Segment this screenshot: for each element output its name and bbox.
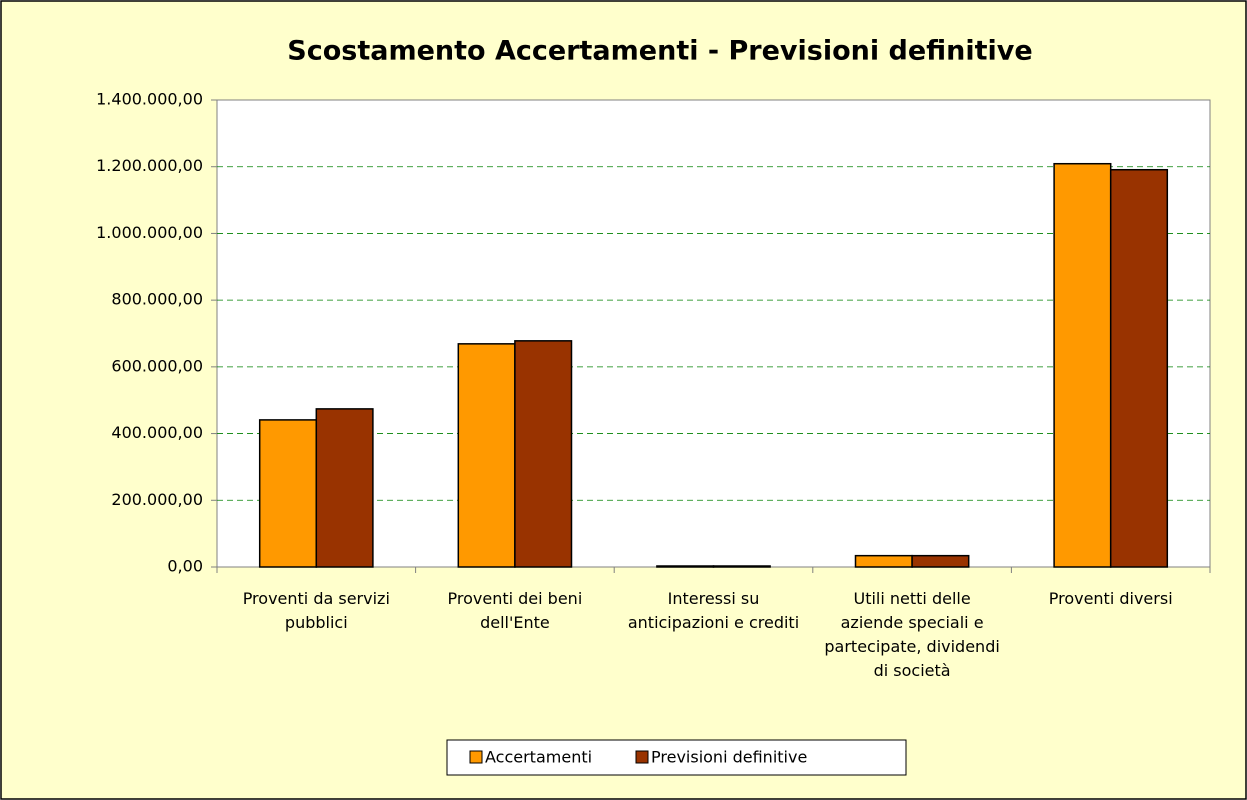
legend-box	[446, 739, 907, 776]
x-tick-label: Proventi dei beni dell'Ente	[447, 589, 583, 632]
bar	[656, 565, 715, 568]
x-tick-label: Proventi da servizi pubblici	[242, 589, 390, 632]
legend-swatch	[469, 750, 483, 764]
y-tick-label: 1.200.000,00	[96, 156, 203, 175]
legend-swatch	[635, 750, 649, 764]
bar	[258, 419, 318, 568]
bar	[1109, 168, 1169, 568]
chart-title: Scostamento Accertamenti - Previsioni de…	[287, 36, 1032, 67]
bar	[315, 408, 374, 568]
bar	[712, 565, 771, 568]
x-tick-label: Proventi diversi	[1048, 589, 1173, 608]
plot-area	[216, 99, 1211, 568]
bar	[457, 343, 516, 568]
y-tick-label: 1.400.000,00	[96, 90, 203, 109]
bar	[911, 554, 970, 568]
legend-label: Accertamenti	[485, 748, 592, 767]
bar	[514, 340, 573, 568]
bar	[1053, 162, 1112, 568]
y-tick-label: 0,00	[167, 557, 203, 576]
legend-label: Previsioni definitive	[651, 748, 807, 767]
x-tick-label: Utili netti delle aziende speciali e par…	[824, 589, 1000, 680]
y-tick-label: 600.000,00	[111, 356, 203, 375]
y-tick-label: 400.000,00	[111, 423, 203, 442]
x-tick-label: Interessi su anticipazioni e crediti	[627, 589, 800, 632]
y-tick-label: 800.000,00	[111, 290, 203, 309]
y-tick-label: 200.000,00	[111, 490, 203, 509]
y-tick-label: 1.000.000,00	[96, 223, 203, 242]
bar	[854, 554, 913, 568]
